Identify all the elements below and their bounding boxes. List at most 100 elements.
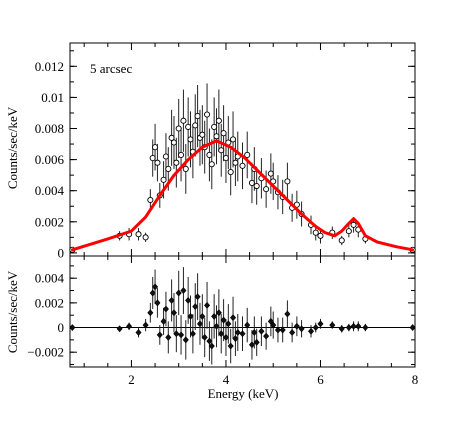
spectrum-data-point [253, 182, 260, 190]
spectrum-data-point [267, 170, 274, 177]
residual-data-point [355, 322, 362, 330]
residual-data-point [160, 317, 167, 325]
residual-data-point [218, 330, 225, 338]
top-y-tick-label: 0.002 [35, 214, 64, 229]
spectrum-data-point [160, 176, 167, 183]
spectrum-data-point [215, 117, 222, 124]
residual-data-point [329, 321, 336, 329]
residual-data-point [116, 325, 123, 333]
model-curve [70, 139, 415, 252]
residual-data-point [196, 320, 203, 328]
residual-data-point [284, 310, 291, 318]
top-y-tick-label: 0 [58, 245, 65, 260]
spectrum-data-point [227, 168, 234, 176]
panel-annotation: 5 arcsec [90, 61, 132, 76]
residual-data-point [248, 341, 255, 349]
spectrum-data-point [284, 178, 291, 185]
x-tick-label: 6 [317, 372, 324, 387]
residual-data-point [135, 329, 142, 336]
residual-data-point [263, 332, 270, 340]
top-panel: 0 0.002 0.004 0.006 0.008 0.01 0.012 [35, 42, 416, 260]
residual-data-point [350, 322, 357, 330]
residual-data-point [168, 296, 175, 304]
bottom-y-tick-label: 0.004 [35, 271, 65, 286]
spectrum-data-point [220, 130, 227, 137]
spectrum-data-point [232, 159, 239, 166]
residual-data-point [274, 326, 281, 334]
spectrum-data-point [204, 111, 211, 118]
spectrum-data-point [187, 136, 194, 143]
residual-data-point [230, 314, 237, 322]
spectrum-data-point [142, 234, 149, 241]
bottom-y-axis-label: Counts/sec/keV [5, 270, 20, 353]
spectrum-data-point [244, 151, 251, 158]
residual-data-point [289, 329, 296, 336]
spectrum-data-point [173, 159, 180, 166]
residual-data-point [317, 320, 324, 328]
residual-data-point [156, 331, 163, 339]
residual-data-point [222, 333, 229, 341]
residual-data-point [165, 333, 172, 341]
x-tick-label: 2 [128, 372, 135, 387]
spectrum-data-point [175, 125, 182, 132]
spectrum-data-point [199, 131, 206, 138]
bottom-y-tick-label: −0.002 [27, 345, 64, 360]
residual-data-point [147, 309, 154, 317]
spectrum-data-point [180, 117, 187, 124]
residual-data-point [227, 342, 234, 350]
residual-data-point [308, 327, 315, 335]
residual-data-point [204, 301, 211, 309]
top-y-tick-label: 0.01 [41, 90, 64, 105]
bottom-y-tick-label: 0 [58, 320, 65, 335]
residual-data-point [362, 324, 369, 331]
spectrum-data-point [208, 161, 215, 168]
top-y-tick-label: 0.008 [35, 121, 64, 136]
bottom-plot-frame [69, 255, 416, 368]
x-axis-label: Energy (keV) [208, 386, 279, 401]
residual-data-point [234, 329, 241, 336]
residual-data-point [126, 322, 133, 330]
spectrum-data-point [239, 162, 246, 169]
residual-data-point [170, 309, 177, 317]
residual-data-point [244, 321, 251, 329]
spectrum-data-point [317, 232, 324, 239]
spectrum-data-point [248, 179, 256, 186]
residual-data-point [253, 338, 260, 346]
residual-data-point [199, 312, 206, 320]
spectrum-data-point [147, 196, 154, 204]
x-tick-label: 8 [412, 372, 419, 387]
spectrum-data-point [185, 123, 192, 131]
spectrum-data-point [194, 113, 201, 120]
spectrum-data-point [218, 147, 225, 154]
top-y-tick-label: 0.004 [35, 183, 65, 198]
spectrum-data-point [152, 144, 159, 151]
spectrum-data-point [154, 159, 161, 166]
residual-data-point [409, 324, 416, 331]
spectrum-data-point [345, 228, 352, 235]
residual-data-point [154, 299, 161, 307]
spectrum-data-point [312, 229, 319, 236]
spectrum-data-point [149, 155, 156, 162]
residual-data-point [293, 322, 300, 330]
residual-data-point [152, 283, 159, 291]
residual-data-point [69, 324, 76, 331]
residual-data-point [185, 296, 192, 304]
residual-data-point [192, 303, 199, 311]
x-tick-label: 4 [223, 372, 230, 387]
spectrum-data-point [206, 151, 213, 158]
spectrum-data-point [263, 186, 270, 193]
residual-data-point [149, 289, 156, 297]
residual-data-point [201, 333, 208, 341]
residual-data-point [187, 312, 194, 320]
bottom-panel: 2 4 6 8 −0.002 0 0.002 0.004 [27, 255, 419, 387]
spectrum-data-point [229, 136, 237, 143]
residual-data-point [162, 305, 169, 313]
residual-data-point [173, 330, 180, 338]
spectrum-data-point [162, 153, 169, 160]
residual-data-point [232, 335, 239, 343]
residual-data-point [213, 322, 220, 330]
residual-data-point [345, 324, 352, 331]
residual-data-point [298, 325, 305, 333]
residual-data-point [175, 289, 182, 297]
